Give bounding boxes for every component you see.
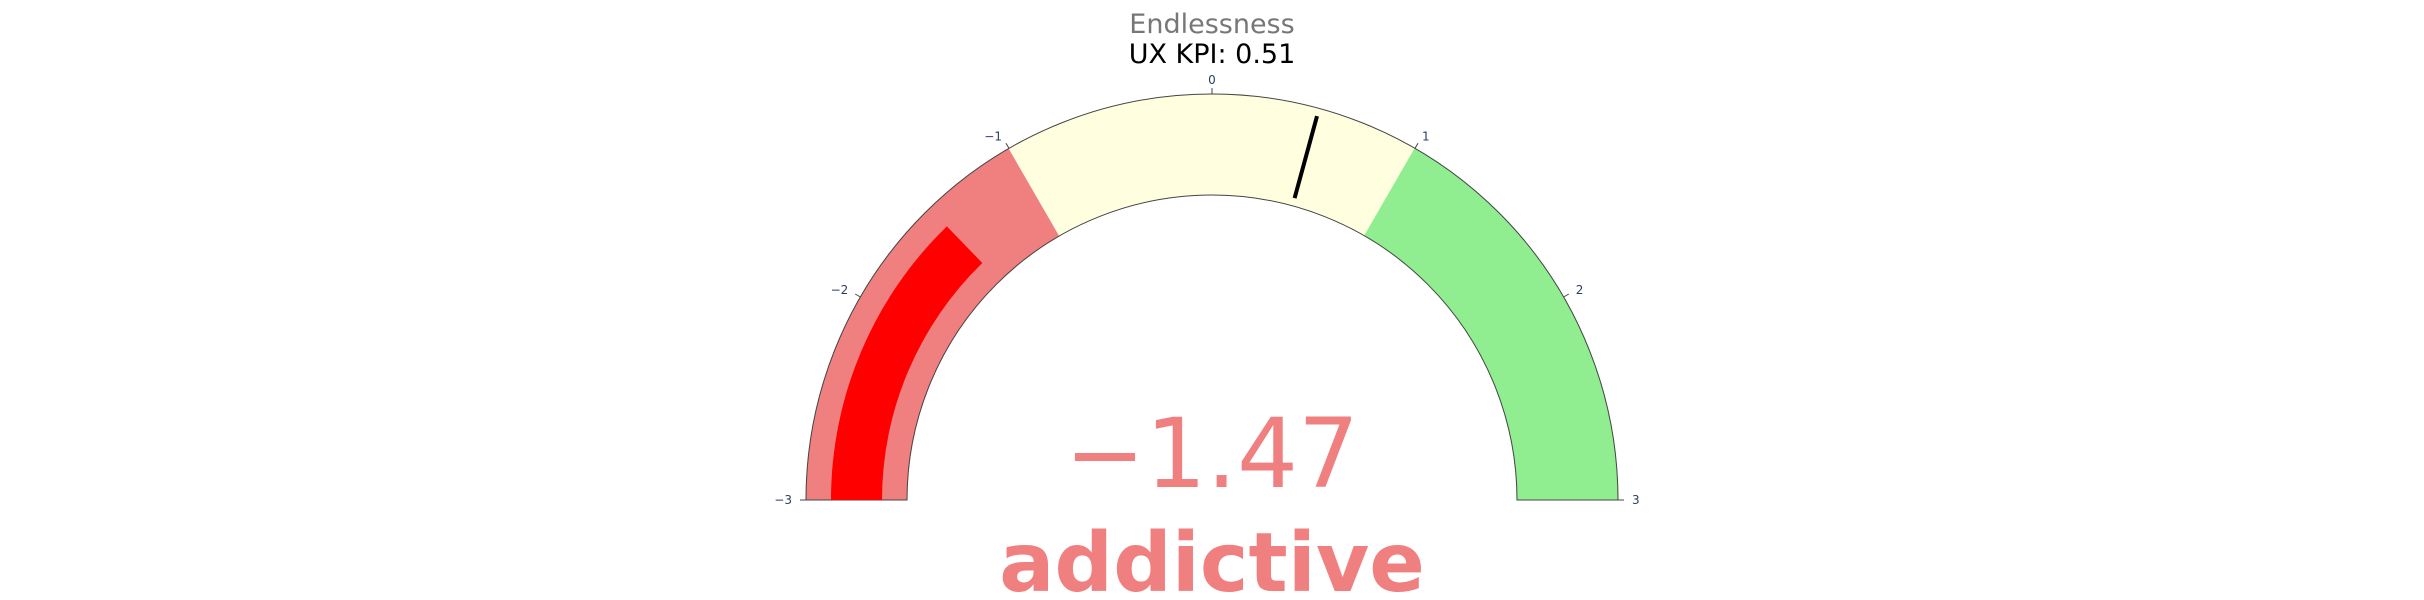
gauge-step-3 — [1363, 147, 1619, 501]
gauge-tick-label: 0 — [1208, 73, 1216, 87]
gauge-tick-label: −3 — [774, 493, 792, 507]
gauge-tick-mark — [854, 293, 861, 298]
gauge-tick-mark — [1563, 293, 1570, 298]
gauge-tick-label: −1 — [984, 129, 1002, 143]
gauge-outline — [805, 93, 1619, 501]
kpi-label: UX KPI: 0.51 — [1129, 39, 1296, 70]
gauge-tick-mark — [1005, 142, 1010, 149]
gauge-value: −1.47 — [1065, 398, 1359, 510]
gauge-value-label: addictive — [999, 516, 1425, 600]
gauge-tick-label: 3 — [1632, 493, 1640, 507]
gauge-tick-mark — [1414, 142, 1419, 149]
gauge-step-1 — [1008, 93, 1320, 237]
gauge-ticks: −3 −2 −1 0 1 2 3 — [774, 73, 1639, 507]
gauge-tick-label: 2 — [1576, 283, 1584, 297]
gauge-value-bar — [831, 226, 983, 501]
gauge-bar-layer — [831, 226, 983, 501]
gauge-threshold-line — [1292, 115, 1319, 199]
chart-title: Endlessness — [1129, 9, 1294, 40]
gauge-tick-label: −2 — [831, 283, 849, 297]
gauge-tick-label: 1 — [1422, 129, 1430, 143]
